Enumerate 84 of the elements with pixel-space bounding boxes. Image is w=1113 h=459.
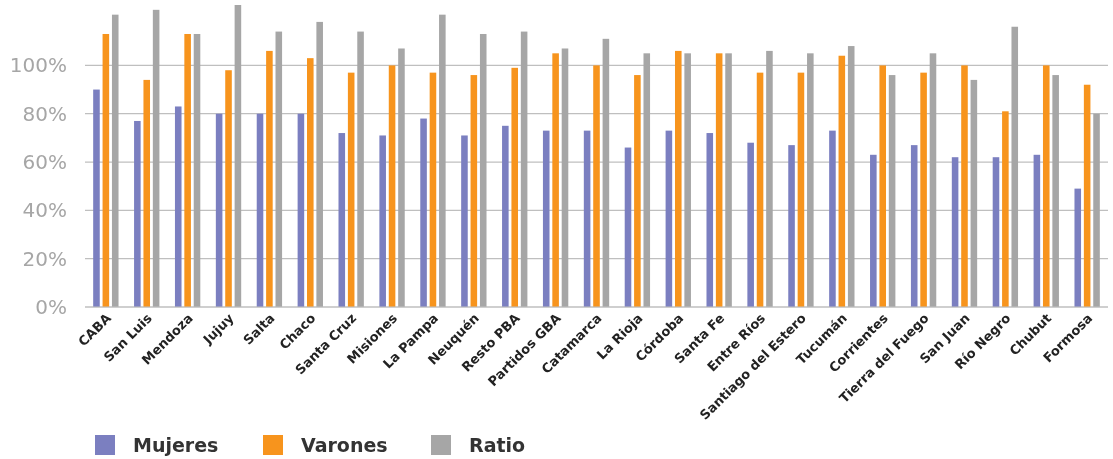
bar xyxy=(542,130,550,307)
legend-label: Ratio xyxy=(469,433,526,456)
bar xyxy=(910,145,918,307)
bar xyxy=(1042,65,1050,307)
legend-label: Varones xyxy=(301,433,388,456)
bar xyxy=(1093,113,1100,307)
bar xyxy=(275,31,283,307)
bar xyxy=(398,48,405,307)
bar xyxy=(338,133,346,307)
bar xyxy=(788,145,795,307)
bar xyxy=(520,31,528,307)
bar xyxy=(756,72,764,307)
bar xyxy=(388,65,396,307)
bar xyxy=(429,72,437,307)
bar xyxy=(174,106,182,307)
bar xyxy=(879,65,886,307)
bar xyxy=(1011,26,1019,307)
bar xyxy=(215,113,223,307)
bar xyxy=(807,53,814,307)
y-tick-label: 60% xyxy=(22,150,67,175)
bar xyxy=(634,75,641,307)
bar xyxy=(870,154,877,307)
bar xyxy=(725,53,732,307)
bar xyxy=(1052,75,1059,307)
bar xyxy=(502,125,509,307)
y-tick-label: 100% xyxy=(9,53,67,78)
bar xyxy=(951,157,959,307)
bar xyxy=(552,53,559,307)
bar xyxy=(256,113,264,307)
bar xyxy=(665,130,673,307)
bar xyxy=(766,50,773,307)
bar xyxy=(643,53,651,307)
bar xyxy=(439,14,446,307)
bar xyxy=(797,72,805,307)
bar xyxy=(470,75,478,307)
bar xyxy=(715,53,723,307)
bar xyxy=(225,70,232,307)
bar xyxy=(847,46,855,307)
bar xyxy=(234,5,242,307)
bar xyxy=(674,50,682,307)
bar xyxy=(838,55,846,307)
bar xyxy=(1083,84,1091,307)
bar xyxy=(1033,154,1041,307)
bar xyxy=(143,79,151,307)
bar xyxy=(1074,188,1082,307)
bar xyxy=(420,118,427,307)
bar xyxy=(307,58,314,307)
bar xyxy=(184,33,191,307)
bar xyxy=(357,31,364,307)
bar xyxy=(111,14,119,307)
y-tick-label: 80% xyxy=(22,101,67,126)
bar xyxy=(747,142,754,307)
bar xyxy=(266,50,273,307)
bar xyxy=(624,147,632,307)
bar xyxy=(829,130,836,307)
bar xyxy=(706,133,714,307)
bar xyxy=(684,53,691,307)
bar xyxy=(316,21,323,307)
bar xyxy=(152,9,160,307)
bar xyxy=(297,113,305,307)
y-tick-label: 0% xyxy=(35,295,67,319)
legend-label: Mujeres xyxy=(133,433,219,456)
bar xyxy=(561,48,569,307)
bar xyxy=(888,75,896,307)
bar xyxy=(583,130,591,307)
bar xyxy=(961,65,968,307)
y-tick-label: 40% xyxy=(22,198,67,223)
bar xyxy=(461,135,468,307)
bar xyxy=(479,33,487,307)
bar xyxy=(970,79,978,307)
bar xyxy=(511,67,519,307)
bar xyxy=(929,53,937,307)
bar xyxy=(379,135,386,307)
bar xyxy=(134,120,141,307)
bar xyxy=(593,65,600,307)
bar xyxy=(102,33,110,307)
bar xyxy=(602,38,610,307)
bar xyxy=(347,72,355,307)
bar xyxy=(992,157,1000,307)
bar xyxy=(93,89,100,307)
y-tick-label: 20% xyxy=(22,246,67,271)
bar xyxy=(193,33,201,307)
bar xyxy=(1002,111,1009,307)
bar xyxy=(920,72,927,307)
